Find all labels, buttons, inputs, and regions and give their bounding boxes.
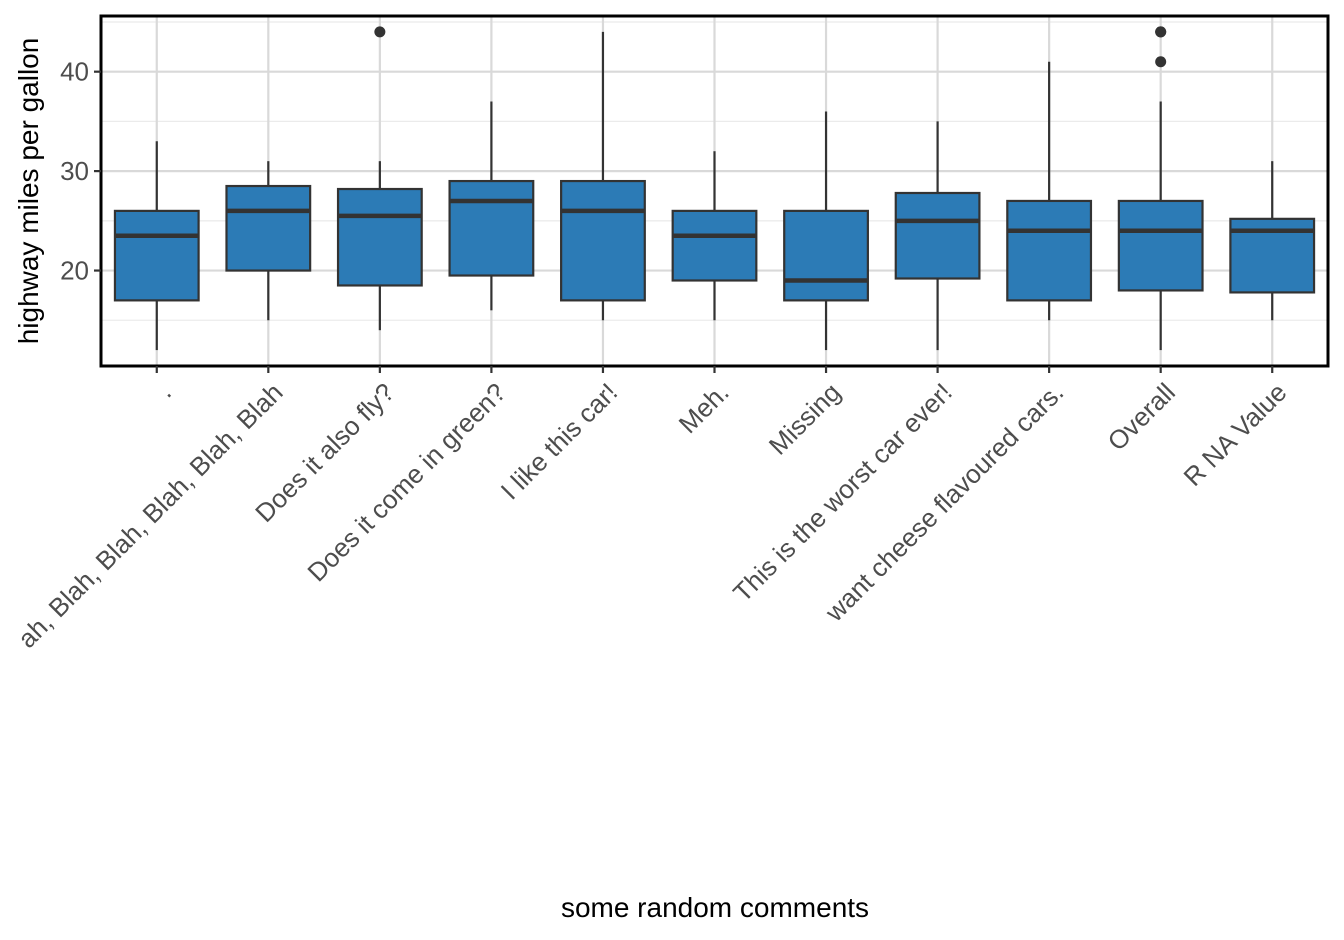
box-7 (894, 121, 981, 351)
box-2 (336, 26, 423, 331)
box-iqr (113, 209, 200, 302)
boxes (113, 26, 1316, 351)
y-tick-label: 40 (60, 57, 89, 87)
box-9 (1117, 26, 1204, 351)
box-8 (1006, 61, 1093, 321)
outlier-point (1155, 56, 1167, 68)
box-iqr (1117, 199, 1204, 292)
box-iqr (1006, 199, 1093, 302)
box-0 (113, 141, 200, 351)
x-axis-title: some random comments (561, 892, 869, 923)
x-tick-label: Overall (1101, 377, 1180, 456)
box-iqr (225, 184, 312, 272)
box-1 (225, 161, 312, 321)
x-tick-label: . (151, 377, 177, 403)
box-iqr (894, 191, 981, 280)
x-tick-label: want cheese flavoured cars. (819, 377, 1070, 628)
outlier-point (1155, 26, 1167, 38)
box-3 (448, 101, 535, 311)
y-axis-title: highway miles per gallon (13, 38, 44, 345)
box-iqr (448, 179, 535, 277)
x-tick-label: This is the worst car ever! (727, 377, 958, 608)
x-tick-label: Meh. (673, 377, 735, 439)
x-tick-label: ah, Blah, Blah, Blah, Blah, Blah (12, 377, 289, 654)
x-tick-label: Missing (763, 377, 847, 461)
box-iqr (671, 209, 758, 282)
outlier-point (374, 26, 386, 38)
axes: 20 30 40.ah, Blah, Blah, Blah, Blah, BlahD… (12, 57, 1293, 654)
y-tick-label: 30 (60, 156, 89, 186)
box-5 (671, 151, 758, 321)
box-4 (560, 31, 646, 321)
y-tick-label: 20 (60, 256, 89, 286)
box-iqr (336, 187, 423, 287)
x-tick-label: I like this car! (495, 377, 623, 505)
x-tick-label: R NA Value (1178, 377, 1293, 492)
box-10 (1229, 161, 1316, 321)
box-iqr (560, 179, 646, 302)
x-tick-label: Does it come in green? (301, 377, 511, 587)
box-iqr (783, 209, 869, 302)
box-6 (783, 111, 869, 351)
